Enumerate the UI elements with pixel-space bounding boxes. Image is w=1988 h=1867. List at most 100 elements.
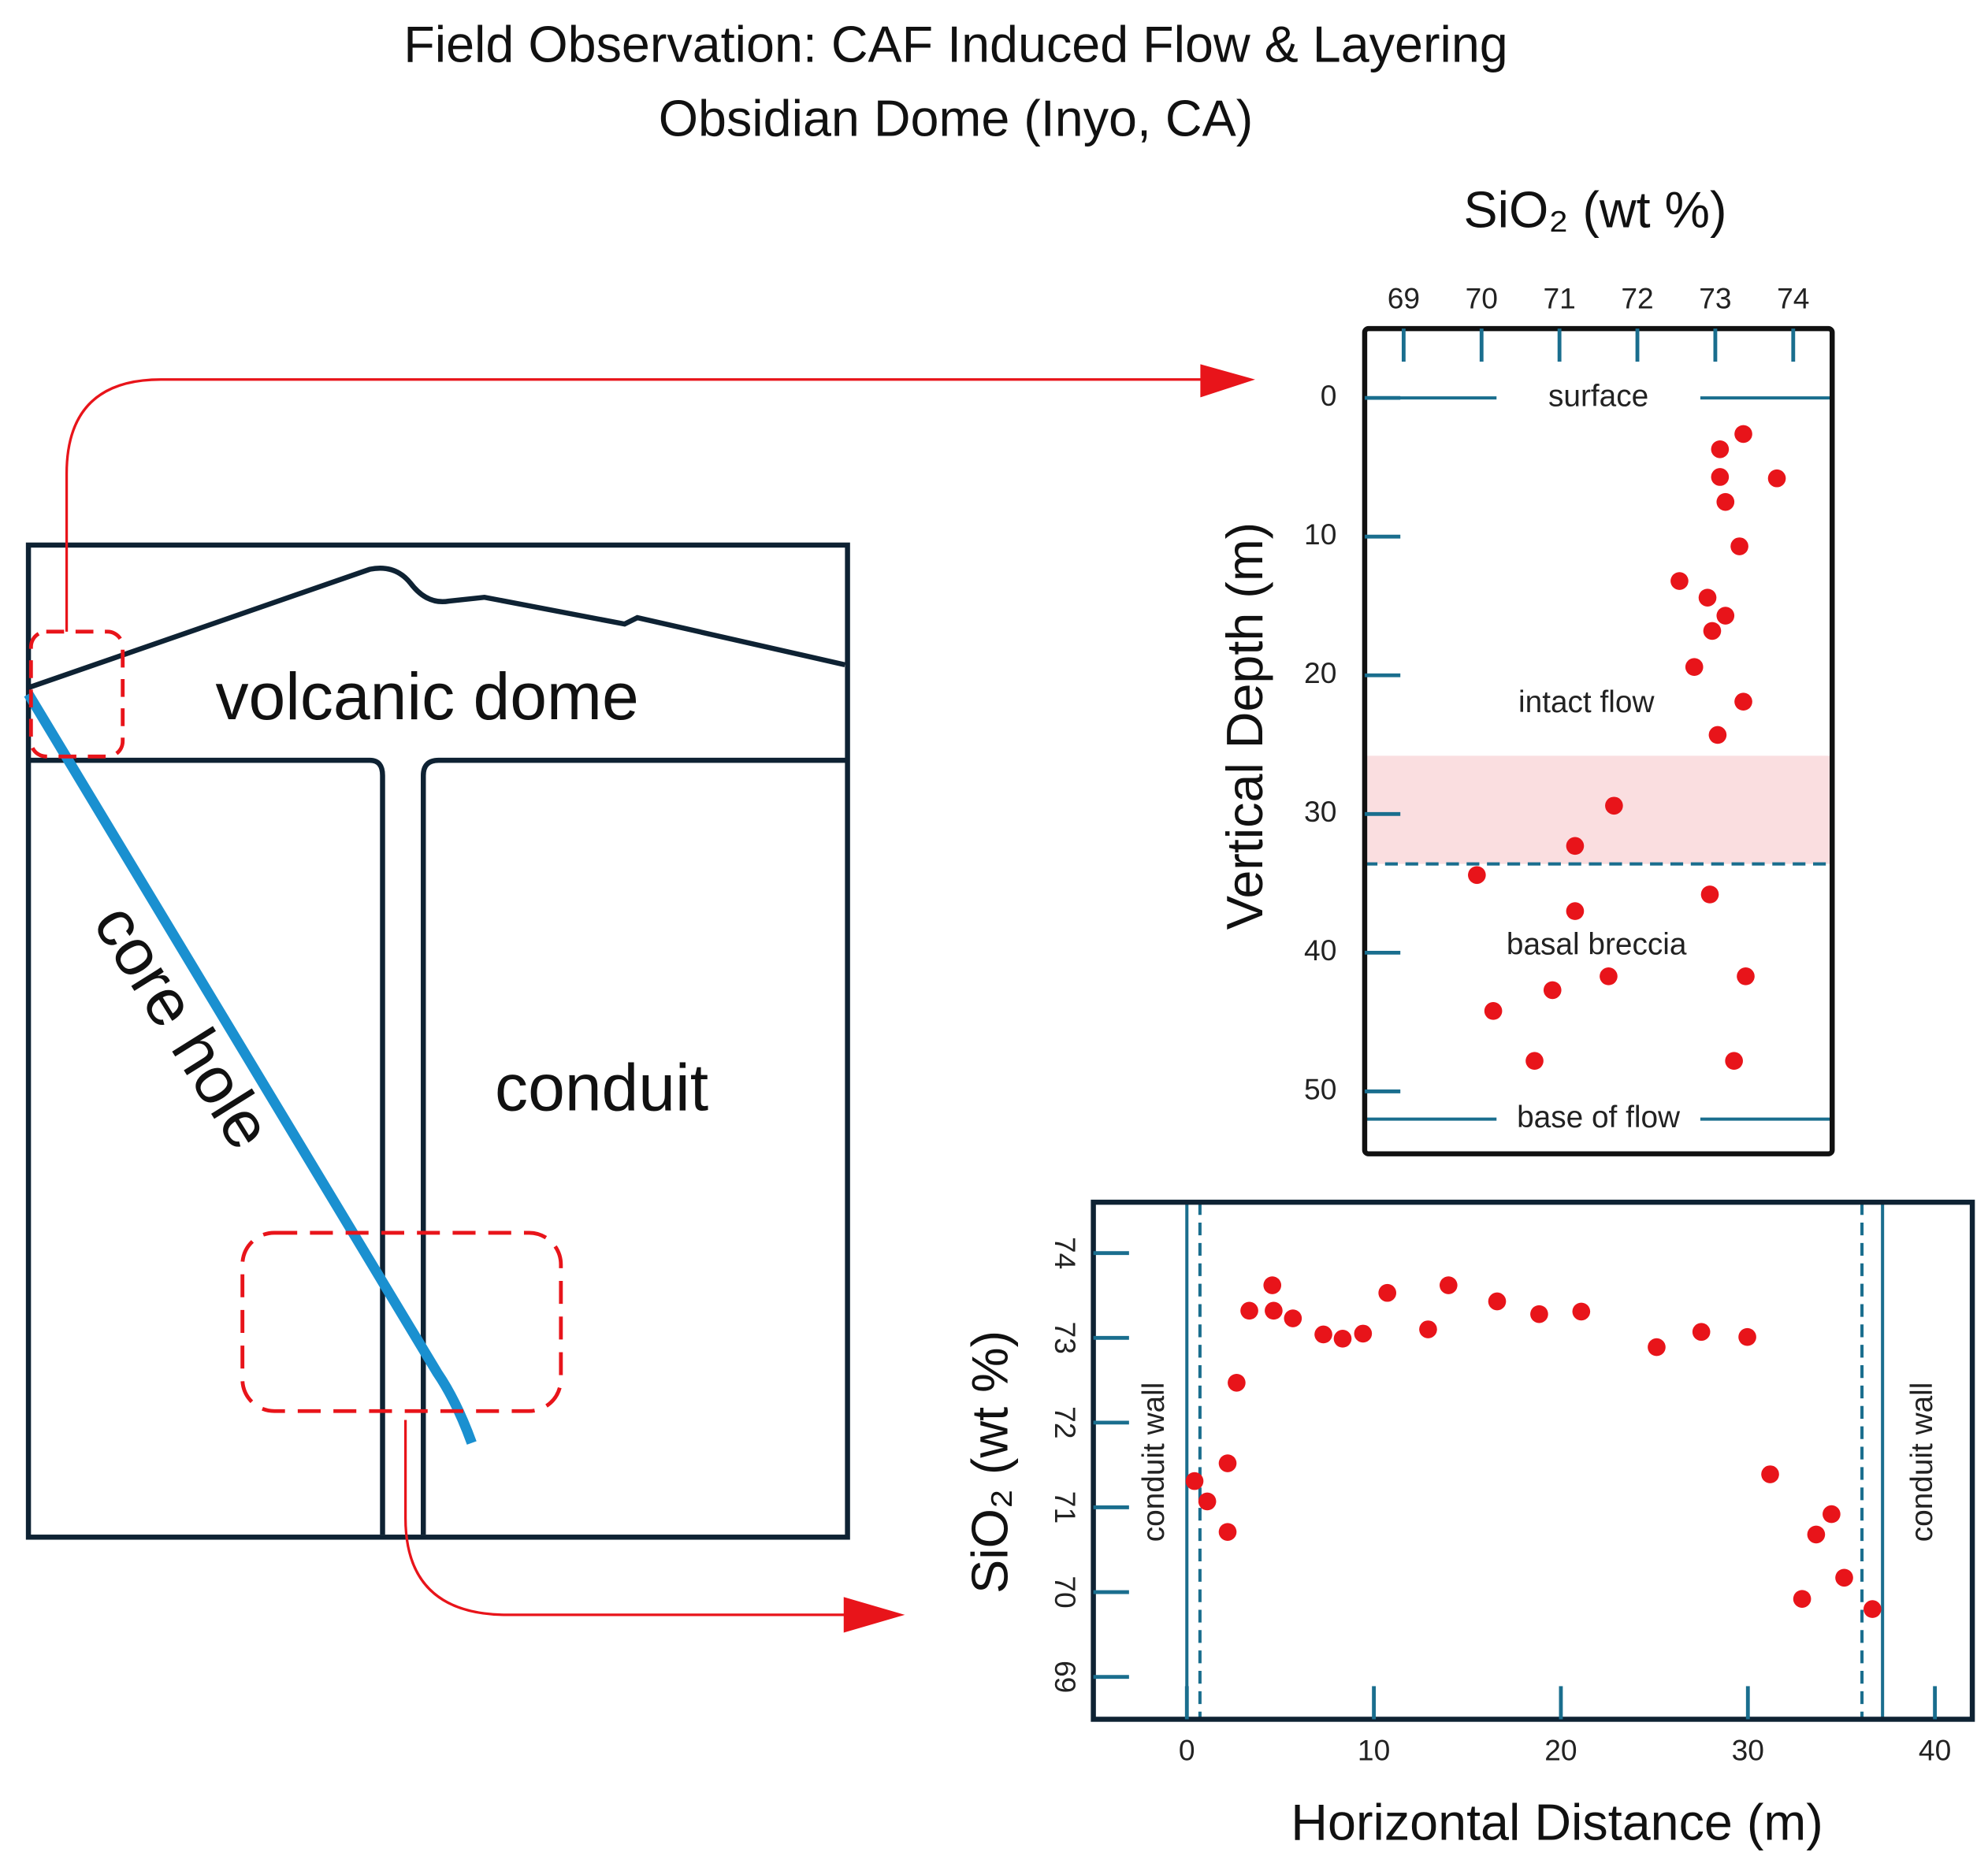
diagram-frame [25, 542, 850, 1540]
y-tick-label: 0 [1321, 379, 1337, 412]
point [1419, 1320, 1437, 1338]
x-tick-label: 20 [1544, 1733, 1577, 1766]
y-tick-label: 71 [1049, 1491, 1082, 1524]
dome-surface [28, 566, 846, 691]
y-tick-label: 30 [1304, 795, 1336, 828]
point [1218, 1523, 1237, 1541]
conduit-wall [421, 757, 848, 1535]
diagram-label: conduit [495, 1050, 708, 1124]
point [1761, 1465, 1779, 1483]
arrow [65, 378, 1205, 632]
x-tick-label: 40 [1919, 1733, 1951, 1766]
annotation: conduit wall [1905, 1383, 1939, 1542]
point [1698, 588, 1717, 607]
point [1218, 1454, 1237, 1472]
point [1711, 468, 1730, 486]
title-line: Field Observation: CAF Induced Flow & La… [403, 16, 1508, 73]
y-tick-label: 50 [1304, 1072, 1336, 1105]
y-tick-label: 40 [1304, 934, 1336, 967]
label-bg [1496, 380, 1700, 416]
point [1484, 1002, 1503, 1020]
label-bg [1496, 1101, 1700, 1138]
diagram-label: core hole [80, 891, 287, 1161]
point [1716, 607, 1735, 625]
x-tick-label: 30 [1732, 1733, 1764, 1766]
point [1354, 1324, 1373, 1343]
arrow [403, 1420, 848, 1616]
point [1734, 692, 1752, 711]
reference-label: surface [1548, 379, 1648, 413]
x-tick-label: 73 [1699, 281, 1731, 314]
x-tick-label: 70 [1466, 281, 1498, 314]
y-tick-label: 74 [1049, 1237, 1082, 1269]
zoom-box [28, 629, 125, 759]
y-tick-label: 10 [1304, 518, 1336, 551]
reference-label: base of flow [1517, 1101, 1681, 1134]
y-tick-label: 73 [1049, 1322, 1082, 1354]
point [1543, 981, 1562, 1000]
point [1378, 1283, 1397, 1302]
point [1263, 1276, 1282, 1294]
point [1700, 885, 1719, 904]
x-tick-label: 0 [1179, 1733, 1195, 1766]
x-tick-label: 69 [1388, 281, 1420, 314]
y-axis-label: SiO₂ (wt %) [961, 1331, 1019, 1594]
plot-frame [1362, 325, 1835, 1156]
diagram-label: volcanic dome [215, 659, 638, 733]
band [1367, 755, 1830, 864]
point [1530, 1305, 1548, 1323]
x-tick-label: 74 [1777, 281, 1809, 314]
annotation: conduit wall [1137, 1383, 1171, 1542]
x-axis-label: Horizontal Distance (m) [1291, 1793, 1823, 1850]
point [1738, 1327, 1756, 1346]
point [1566, 837, 1585, 856]
y-tick-label: 70 [1049, 1576, 1082, 1608]
point [1823, 1505, 1841, 1524]
annotation: basal breccia [1507, 927, 1687, 961]
arrow-head [843, 1597, 905, 1633]
point [1314, 1325, 1332, 1344]
point [1835, 1568, 1853, 1587]
point [1793, 1590, 1811, 1608]
point [1600, 967, 1618, 985]
point [1737, 967, 1755, 985]
point [1265, 1301, 1283, 1320]
point [1572, 1302, 1591, 1321]
point [1228, 1373, 1246, 1392]
x-tick-label: 10 [1358, 1733, 1390, 1766]
core-hole-line [24, 691, 477, 1445]
x-tick-label: 72 [1621, 281, 1653, 314]
arrow-head [1200, 364, 1255, 398]
point [1703, 622, 1722, 640]
point [1198, 1492, 1217, 1511]
x-axis-label: SiO₂ (wt %) [1464, 181, 1727, 239]
point [1333, 1330, 1352, 1348]
point [1685, 658, 1704, 677]
point [1716, 492, 1735, 511]
point [1692, 1323, 1711, 1342]
diagram [24, 378, 1205, 1616]
point [1725, 1052, 1743, 1071]
x-tick-label: 71 [1543, 281, 1575, 314]
conduit-wall [28, 757, 385, 1535]
point [1185, 1472, 1204, 1490]
y-tick-label: 72 [1049, 1406, 1082, 1438]
point [1468, 866, 1486, 885]
point [1566, 902, 1585, 920]
point [1439, 1276, 1458, 1294]
point [1240, 1301, 1258, 1320]
y-axis-label: Vertical Depth (m) [1216, 522, 1273, 930]
point [1284, 1309, 1302, 1327]
point [1648, 1338, 1666, 1357]
zoom-box [240, 1230, 563, 1413]
point [1708, 726, 1727, 744]
point [1711, 440, 1730, 458]
point [1864, 1600, 1882, 1618]
y-tick-label: 20 [1304, 656, 1336, 689]
point [1807, 1525, 1826, 1544]
title-line: Obsidian Dome (Inyo, CA) [659, 89, 1254, 147]
point [1670, 572, 1689, 590]
point [1525, 1052, 1544, 1071]
